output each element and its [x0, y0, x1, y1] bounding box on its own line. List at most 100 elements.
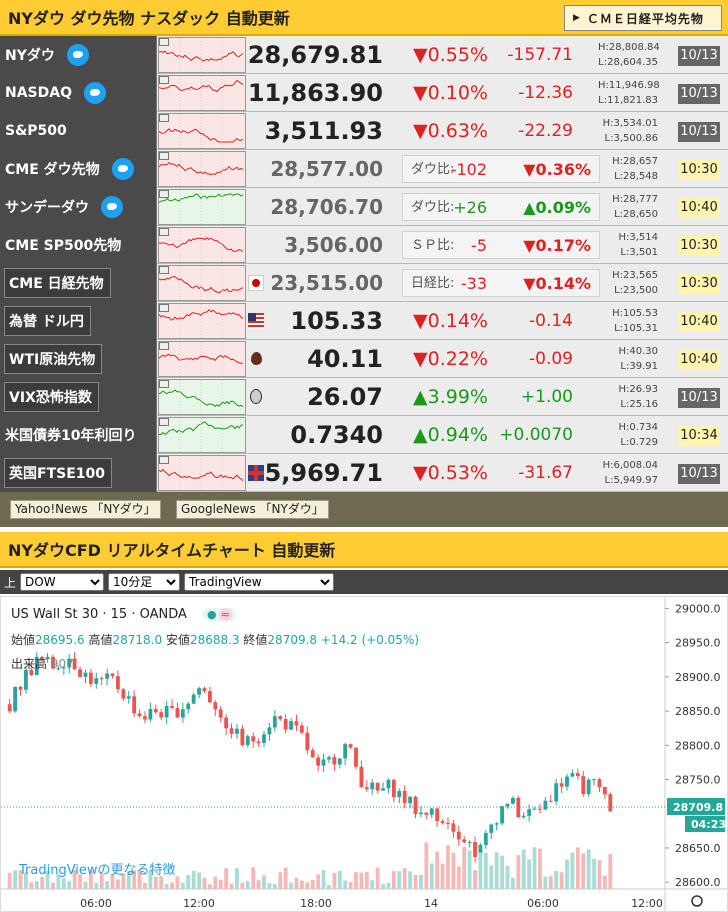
quote-row[interactable]: WTI原油先物 40.11 ▼0.22% -0.09 H:40.30 L:39.91 10:…	[0, 340, 728, 378]
window-icon[interactable]	[159, 76, 169, 84]
quote-name-cell[interactable]: S&P500	[0, 112, 157, 150]
window-icon[interactable]	[159, 342, 169, 350]
window-icon[interactable]	[159, 304, 169, 312]
candle-body	[354, 747, 358, 767]
quote-name[interactable]: NASDAQ	[5, 85, 72, 101]
volume-bar	[337, 870, 342, 889]
twitter-icon[interactable]	[101, 196, 123, 218]
sparkline-line	[158, 193, 244, 203]
volume-bar	[116, 879, 120, 889]
quote-row[interactable]: S&P500 3,511.93 ▼0.63% -22.29 H:3,534.01 L:3,…	[0, 112, 728, 150]
candle-body	[180, 709, 185, 718]
quote-name[interactable]: 英国FTSE100	[4, 458, 112, 488]
twitter-icon[interactable]	[66, 44, 89, 66]
volume-bar	[94, 882, 99, 889]
volume-bar	[451, 852, 456, 889]
candle-body	[381, 788, 385, 791]
twitter-icon[interactable]	[111, 158, 134, 180]
quote-row[interactable]: 為替 ドル円 105.33 ▼0.14% -0.14 H:105.53 L:105.31 1…	[0, 302, 728, 340]
sparkline-chart[interactable]	[158, 227, 246, 263]
quote-name[interactable]: 米国債券10年利回り	[5, 428, 137, 444]
candle-body	[608, 794, 613, 812]
sparkline-chart[interactable]	[158, 455, 246, 491]
quote-name-cell[interactable]: 米国債券10年利回り	[0, 416, 157, 454]
volume-bar	[29, 882, 34, 889]
cme-nikkei-button[interactable]: ▶ ＣＭＥ日経平均先物	[564, 5, 722, 31]
window-icon[interactable]	[159, 266, 169, 274]
interval-select[interactable]: 10分足	[108, 573, 181, 591]
quote-row[interactable]: サンデーダウ 28,706.70 ダウ比: +26 ▲0.09% H:28,777 L:28…	[0, 188, 728, 226]
quote-name[interactable]: VIX恐怖指数	[4, 382, 99, 412]
candle-body	[559, 783, 564, 787]
quote-name[interactable]: CME SP500先物	[5, 238, 122, 254]
window-icon[interactable]	[159, 456, 169, 464]
sparkline-background	[159, 76, 245, 110]
low-label: 安値	[165, 633, 190, 647]
sparkline-chart[interactable]	[158, 37, 246, 73]
quote-name-cell[interactable]: CME ダウ先物	[0, 150, 157, 188]
provider-select[interactable]: TradingView	[184, 573, 335, 591]
sparkline-chart[interactable]	[158, 303, 246, 339]
quote-name-cell[interactable]: CME 日経先物	[0, 264, 157, 302]
low-value: L:11,821.83	[598, 95, 658, 106]
high-low: H:0.734 L:0.729	[598, 420, 658, 450]
sparkline-chart[interactable]	[158, 189, 246, 225]
volume-bar	[402, 868, 407, 889]
sparkline-background	[159, 304, 245, 338]
triangle-right-icon: ▶	[573, 13, 581, 23]
sparkline-chart[interactable]	[158, 379, 246, 415]
x-tick-label: 06:00	[80, 897, 112, 910]
tradingview-link[interactable]: TradingViewの更なる特徴	[19, 863, 176, 878]
google-news-link[interactable]: GoogleNews 「NYダウ」	[176, 500, 329, 519]
quote-row[interactable]: 米国債券10年利回り 0.7340 ▲0.94% +0.0070 H:0.734 L:0.…	[0, 416, 728, 454]
sparkline-chart[interactable]	[158, 265, 246, 301]
quote-row[interactable]: VIX恐怖指数 26.07 ▲3.99% +1.00 H:26.93 L:25.16 10/…	[0, 378, 728, 416]
candlestick-svg[interactable]: 29000.0 28950.0 28900.0 28850.0 28800.0 28750…	[1, 597, 727, 911]
quote-row[interactable]: CME SP500先物 3,506.00 ＳＰ比: -5 ▼0.17% H:3,514 L:…	[0, 226, 728, 264]
quote-row[interactable]: NASDAQ 11,863.90 ▼0.10% -12.36 H:11,946.98 L:…	[0, 74, 728, 112]
tradingview-chart[interactable]: 29000.0 28950.0 28900.0 28850.0 28800.0 28750…	[0, 596, 728, 912]
quote-name[interactable]: WTI原油先物	[4, 344, 103, 374]
quote-name-cell[interactable]: CME SP500先物	[0, 226, 157, 264]
quote-name[interactable]: サンデーダウ	[5, 200, 89, 216]
quote-name[interactable]: 為替 ドル円	[4, 306, 91, 336]
quote-name[interactable]: CME 日経先物	[4, 268, 111, 298]
sparkline-chart[interactable]	[158, 417, 246, 453]
window-icon[interactable]	[159, 152, 169, 160]
quote-row[interactable]: 英国FTSE100 5,969.71 ▼0.53% -31.67 H:6,008.04 L…	[0, 454, 728, 492]
quote-name[interactable]: S&P500	[5, 123, 67, 139]
quote-row[interactable]: CME ダウ先物 28,577.00 ダウ比: -102 ▼0.36% H:28,657 L…	[0, 150, 728, 188]
sparkline-chart[interactable]	[158, 75, 246, 111]
quote-name-cell[interactable]: WTI原油先物	[0, 340, 157, 378]
sparkline-chart[interactable]	[158, 151, 246, 187]
quote-row[interactable]: NYダウ 28,679.81 ▼0.55% -157.71 H:28,808.84 L:2…	[0, 36, 728, 74]
quote-row[interactable]: CME 日経先物 23,515.00 日経比: -33 ▼0.14% H:23,565 L:…	[0, 264, 728, 302]
candle-body	[78, 669, 82, 677]
quote-name-cell[interactable]: 為替 ドル円	[0, 302, 157, 340]
quote-name-cell[interactable]: サンデーダウ	[0, 188, 157, 226]
window-icon[interactable]	[159, 380, 169, 388]
quote-name-cell[interactable]: NASDAQ	[0, 74, 157, 112]
symbol-select[interactable]: DOW	[20, 573, 105, 591]
quote-name[interactable]: CME ダウ先物	[5, 162, 100, 178]
volume-bar	[121, 873, 126, 889]
candle-body	[359, 766, 364, 788]
twitter-icon[interactable]	[84, 82, 106, 104]
window-icon[interactable]	[159, 114, 169, 122]
settings-gear-icon[interactable]	[691, 895, 703, 907]
quote-name-cell[interactable]: 英国FTSE100	[0, 454, 157, 492]
sparkline-chart[interactable]	[158, 113, 246, 149]
low-value: L:28,604.35	[598, 57, 658, 68]
window-icon[interactable]	[159, 418, 169, 426]
quote-name-cell[interactable]: VIX恐怖指数	[0, 378, 157, 416]
yahoo-news-link[interactable]: Yahoo!News 「NYダウ」	[10, 500, 161, 519]
quote-name-cell[interactable]: NYダウ	[0, 36, 157, 74]
window-icon[interactable]	[159, 228, 169, 236]
window-icon[interactable]	[159, 190, 169, 198]
sparkline-chart[interactable]	[158, 341, 246, 377]
y-tick-label: 29000.0	[675, 602, 721, 615]
open-value: 28695.6	[35, 633, 85, 647]
window-icon[interactable]	[159, 38, 169, 46]
candle-body	[105, 673, 110, 679]
quote-name[interactable]: NYダウ	[5, 48, 55, 64]
